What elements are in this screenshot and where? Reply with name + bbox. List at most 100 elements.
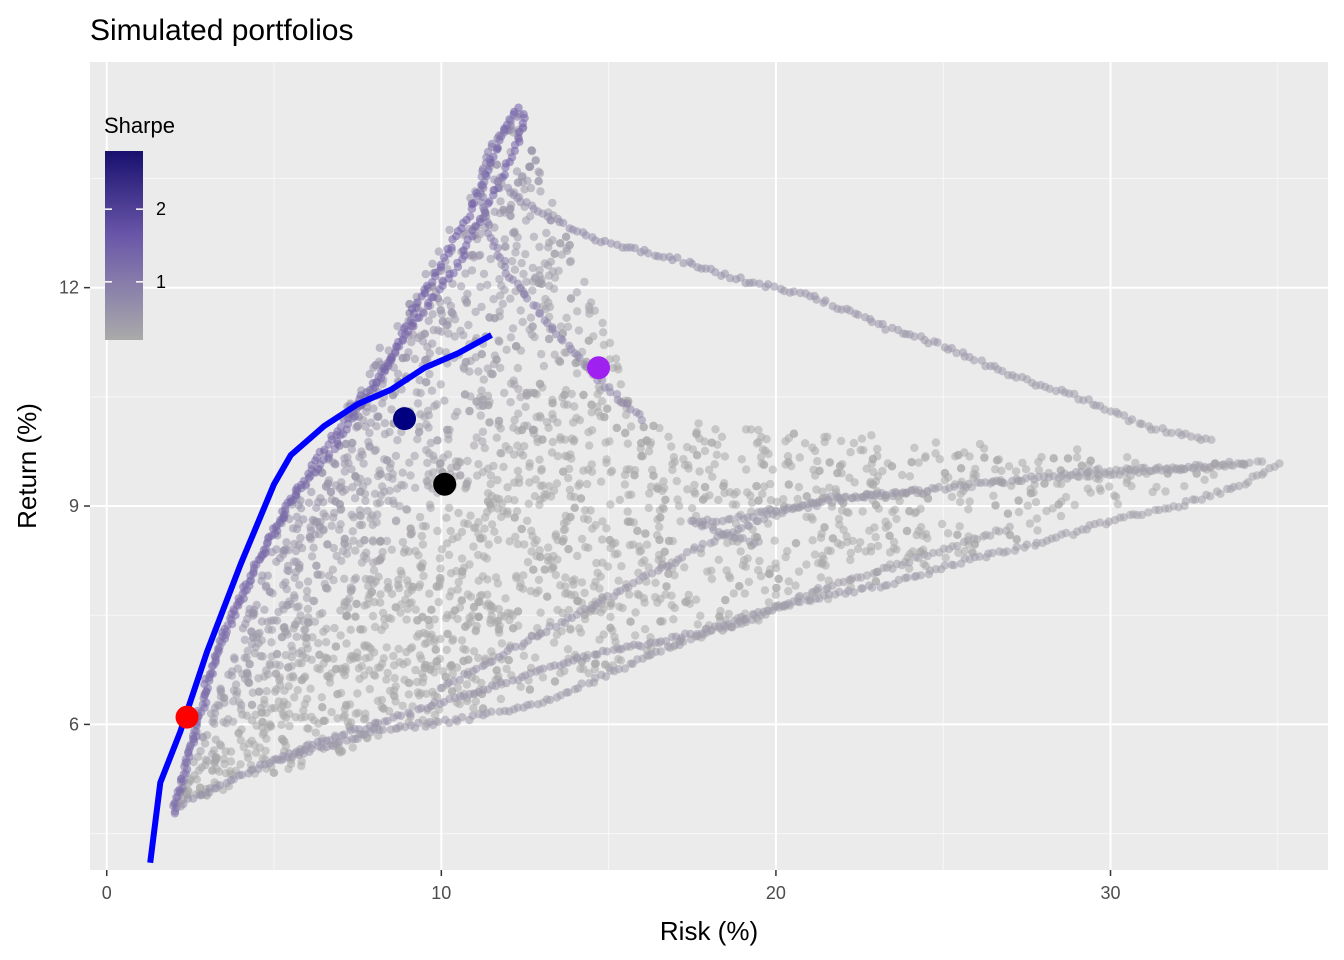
portfolio-point bbox=[591, 577, 600, 586]
portfolio-point bbox=[464, 655, 473, 664]
portfolio-point bbox=[365, 442, 374, 451]
portfolio-point bbox=[517, 524, 526, 534]
portfolio-point bbox=[520, 442, 529, 451]
portfolio-point bbox=[368, 537, 378, 546]
portfolio-point bbox=[519, 269, 528, 279]
legend-colorbar bbox=[105, 151, 143, 340]
portfolio-point bbox=[329, 654, 338, 663]
portfolio-point bbox=[335, 525, 344, 534]
portfolio-point bbox=[433, 717, 443, 726]
portfolio-point bbox=[873, 444, 882, 454]
y-axis-title: Return (%) bbox=[12, 403, 42, 529]
portfolio-point bbox=[565, 485, 575, 494]
portfolio-point bbox=[1049, 454, 1058, 463]
portfolio-point bbox=[964, 505, 973, 514]
portfolio-point bbox=[1063, 454, 1073, 463]
portfolio-point bbox=[476, 411, 485, 420]
portfolio-point bbox=[493, 616, 502, 626]
portfolio-point bbox=[292, 512, 302, 521]
portfolio-point bbox=[428, 259, 437, 268]
portfolio-point bbox=[577, 534, 587, 544]
portfolio-point bbox=[569, 418, 578, 427]
portfolio-point bbox=[679, 455, 688, 464]
portfolio-point bbox=[602, 647, 611, 656]
portfolio-point bbox=[250, 740, 259, 750]
portfolio-point bbox=[502, 345, 511, 354]
portfolio-point bbox=[640, 598, 649, 607]
portfolio-point bbox=[887, 462, 897, 471]
portfolio-point bbox=[326, 487, 336, 497]
portfolio-point bbox=[483, 590, 492, 599]
portfolio-point bbox=[1073, 445, 1082, 454]
portfolio-point bbox=[596, 477, 606, 486]
portfolio-point bbox=[531, 156, 540, 165]
portfolio-point bbox=[1144, 508, 1153, 517]
portfolio-point bbox=[598, 318, 607, 328]
portfolio-point bbox=[418, 678, 427, 687]
portfolio-point bbox=[592, 650, 601, 659]
portfolio-point bbox=[351, 709, 360, 718]
portfolio-point bbox=[396, 711, 406, 720]
portfolio-point bbox=[585, 441, 594, 450]
portfolio-point bbox=[584, 336, 593, 345]
portfolio-point bbox=[538, 664, 548, 673]
portfolio-point bbox=[538, 481, 547, 490]
portfolio-point bbox=[494, 625, 504, 634]
portfolio-point bbox=[351, 573, 361, 583]
portfolio-point bbox=[307, 487, 316, 497]
portfolio-point bbox=[331, 497, 340, 506]
portfolio-point bbox=[849, 588, 859, 597]
portfolio-point bbox=[867, 583, 877, 592]
portfolio-point bbox=[579, 390, 588, 400]
portfolio-point bbox=[505, 445, 514, 454]
portfolio-point bbox=[1123, 475, 1132, 484]
portfolio-point bbox=[414, 551, 423, 560]
portfolio-point bbox=[410, 354, 420, 364]
portfolio-point bbox=[252, 600, 261, 610]
portfolio-point bbox=[419, 571, 428, 581]
portfolio-point bbox=[318, 703, 327, 712]
portfolio-point bbox=[705, 491, 714, 500]
portfolio-point bbox=[999, 478, 1009, 488]
portfolio-point bbox=[322, 654, 332, 663]
portfolio-point bbox=[237, 770, 247, 780]
portfolio-point bbox=[242, 669, 252, 678]
portfolio-point bbox=[1161, 487, 1170, 496]
portfolio-point bbox=[542, 228, 551, 238]
portfolio-point bbox=[342, 611, 352, 620]
x-tick-label: 20 bbox=[766, 883, 786, 903]
portfolio-point bbox=[202, 698, 211, 707]
x-tick-label: 30 bbox=[1100, 883, 1120, 903]
portfolio-point bbox=[846, 555, 855, 565]
portfolio-point bbox=[500, 170, 509, 180]
portfolio-point bbox=[560, 348, 569, 357]
portfolio-point bbox=[1151, 425, 1161, 434]
portfolio-point bbox=[305, 532, 314, 542]
portfolio-point bbox=[522, 277, 531, 286]
portfolio-point bbox=[513, 363, 523, 373]
portfolio-point bbox=[419, 308, 428, 318]
portfolio-point bbox=[394, 342, 404, 351]
portfolio-point bbox=[302, 586, 312, 596]
y-axis: 6 9 12 bbox=[59, 278, 90, 734]
portfolio-point bbox=[445, 718, 454, 728]
portfolio-point bbox=[616, 380, 626, 389]
portfolio-point bbox=[302, 639, 311, 649]
portfolio-point bbox=[866, 547, 876, 556]
portfolio-point bbox=[401, 545, 410, 554]
portfolio-point bbox=[642, 540, 652, 549]
portfolio-point bbox=[1056, 511, 1066, 521]
portfolio-point bbox=[487, 647, 496, 656]
portfolio-point bbox=[724, 609, 733, 619]
portfolio-point bbox=[592, 558, 601, 568]
portfolio-point bbox=[934, 482, 944, 492]
portfolio-point bbox=[497, 639, 507, 648]
portfolio-point bbox=[447, 661, 456, 670]
portfolio-point bbox=[856, 538, 865, 547]
portfolio-point bbox=[450, 606, 460, 615]
portfolio-point bbox=[469, 523, 479, 533]
portfolio-point bbox=[749, 610, 758, 620]
portfolio-point bbox=[514, 409, 523, 418]
portfolio-point bbox=[1031, 498, 1041, 507]
portfolio-point bbox=[747, 498, 757, 507]
